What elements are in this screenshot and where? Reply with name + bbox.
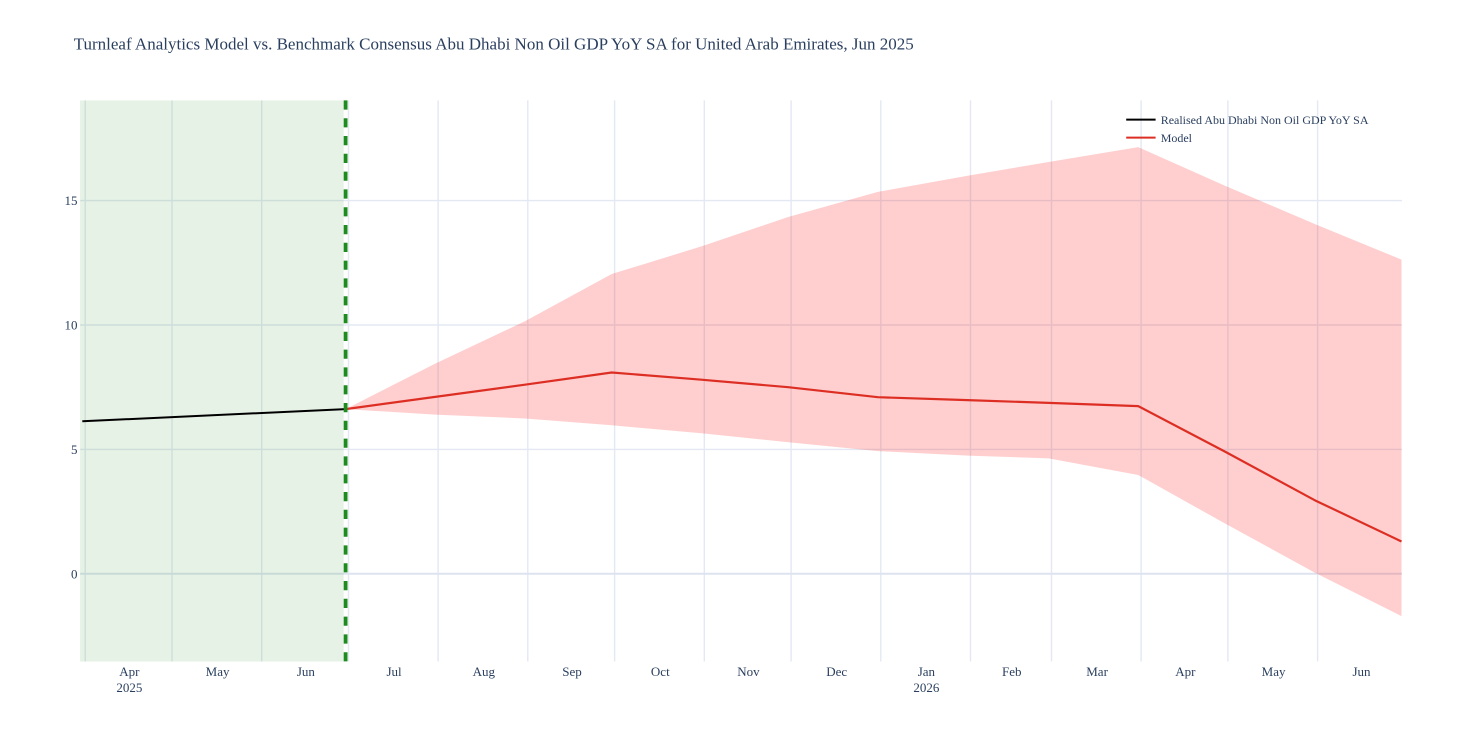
svg-text:Oct: Oct	[651, 664, 670, 679]
svg-text:2025: 2025	[116, 680, 142, 695]
svg-text:Apr: Apr	[119, 664, 140, 679]
svg-text:Dec: Dec	[826, 664, 847, 679]
svg-text:Jul: Jul	[387, 664, 403, 679]
svg-text:Feb: Feb	[1002, 664, 1022, 679]
svg-text:Jun: Jun	[1352, 664, 1371, 679]
svg-text:15: 15	[65, 193, 78, 208]
svg-text:5: 5	[71, 442, 78, 457]
svg-text:Aug: Aug	[473, 664, 496, 679]
svg-text:Apr: Apr	[1175, 664, 1196, 679]
svg-text:Sep: Sep	[562, 664, 582, 679]
svg-text:10: 10	[65, 318, 78, 333]
svg-text:Realised Abu Dhabi Non Oil GDP: Realised Abu Dhabi Non Oil GDP YoY SA	[1161, 113, 1369, 127]
svg-text:May: May	[1262, 664, 1286, 679]
svg-text:0: 0	[71, 566, 78, 581]
svg-text:Nov: Nov	[737, 664, 760, 679]
svg-text:Jun: Jun	[297, 664, 316, 679]
svg-text:May: May	[206, 664, 230, 679]
svg-text:2026: 2026	[913, 680, 940, 695]
svg-text:Mar: Mar	[1086, 664, 1108, 679]
svg-text:Model: Model	[1161, 131, 1193, 145]
svg-text:Turnleaf Analytics Model vs. B: Turnleaf Analytics Model vs. Benchmark C…	[74, 34, 914, 53]
svg-text:Jan: Jan	[918, 664, 936, 679]
